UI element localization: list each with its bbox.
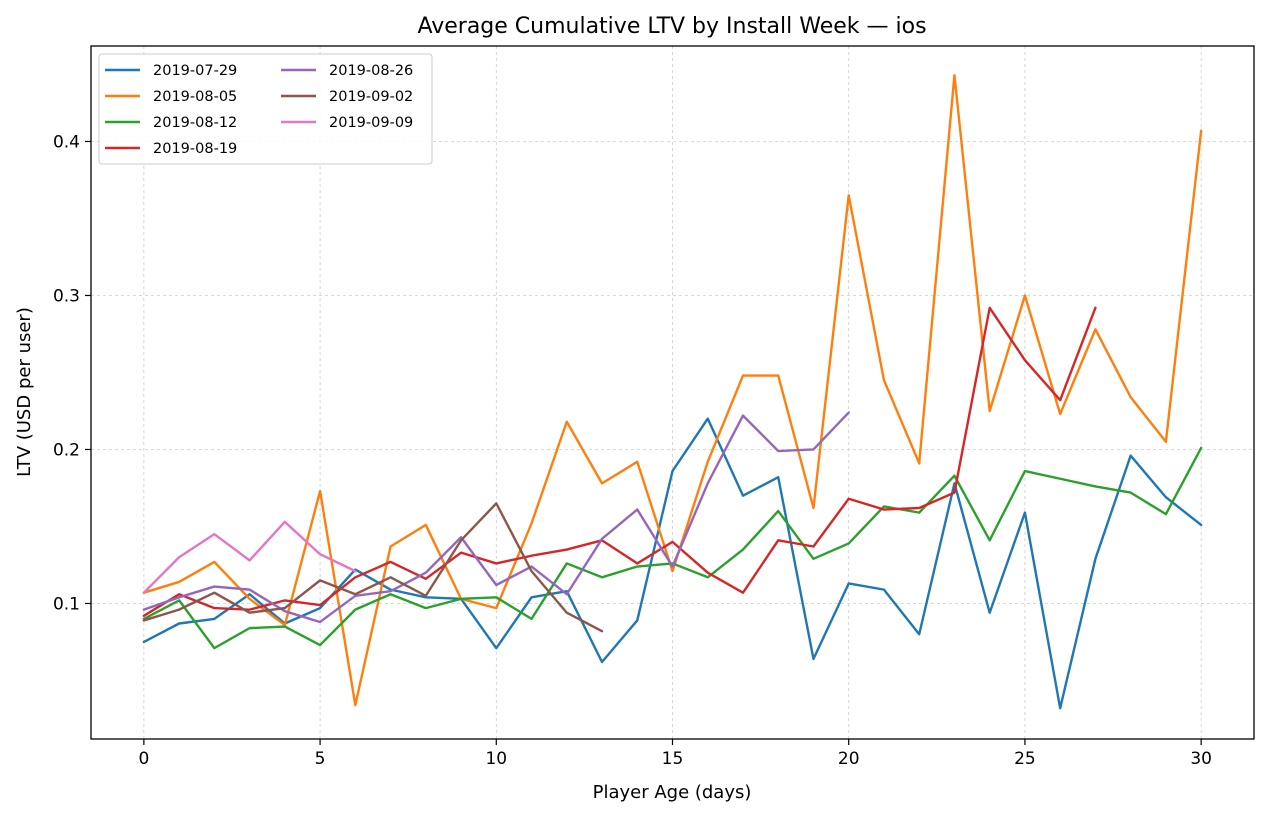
series-line-2019-08-12 — [142, 446, 1203, 650]
legend-entry-label: 2019-09-09 — [329, 115, 413, 131]
legend-entry-label: 2019-08-12 — [153, 115, 237, 131]
series-line-2019-08-05 — [142, 74, 1203, 707]
series-line-2019-09-09 — [142, 520, 357, 594]
y-axis-ticks: 0.1 0.2 0.3 0.4 — [53, 132, 91, 614]
legend-box — [98, 53, 433, 165]
y-tick-label: 0.4 — [53, 132, 80, 152]
y-axis-label: LTV (USD per user) — [14, 307, 35, 477]
y-tick-label: 0.3 — [53, 286, 80, 306]
x-axis-label: Player Age (days) — [593, 782, 752, 803]
x-tick-label: 20 — [838, 749, 860, 769]
legend-entry-label: 2019-07-29 — [153, 63, 237, 79]
y-tick-label: 0.1 — [53, 594, 80, 614]
x-axis-ticks: 0 5 10 15 20 25 30 — [138, 739, 1212, 769]
legend-entry-label: 2019-08-26 — [329, 63, 413, 79]
series-line-2019-08-26 — [142, 411, 850, 624]
series-line-2019-07-29 — [142, 417, 1203, 710]
series-line-2019-09-02 — [142, 502, 604, 633]
x-tick-label: 25 — [1014, 749, 1036, 769]
x-tick-label: 30 — [1190, 749, 1212, 769]
legend: 2019-07-29 2019-08-05 2019-08-12 2019-08-19… — [98, 53, 433, 165]
y-tick-label: 0.2 — [53, 440, 80, 460]
x-tick-label: 15 — [662, 749, 684, 769]
series-line-2019-08-19 — [142, 306, 1097, 617]
series-lines — [142, 74, 1203, 710]
x-tick-label: 10 — [485, 749, 507, 769]
legend-entry-label: 2019-08-05 — [153, 89, 237, 105]
x-tick-label: 0 — [138, 749, 149, 769]
legend-entry-label: 2019-09-02 — [329, 89, 413, 105]
x-tick-label: 5 — [315, 749, 326, 769]
legend-entry-label: 2019-08-19 — [153, 141, 237, 157]
chart-title: Average Cumulative LTV by Install Week —… — [417, 14, 926, 39]
